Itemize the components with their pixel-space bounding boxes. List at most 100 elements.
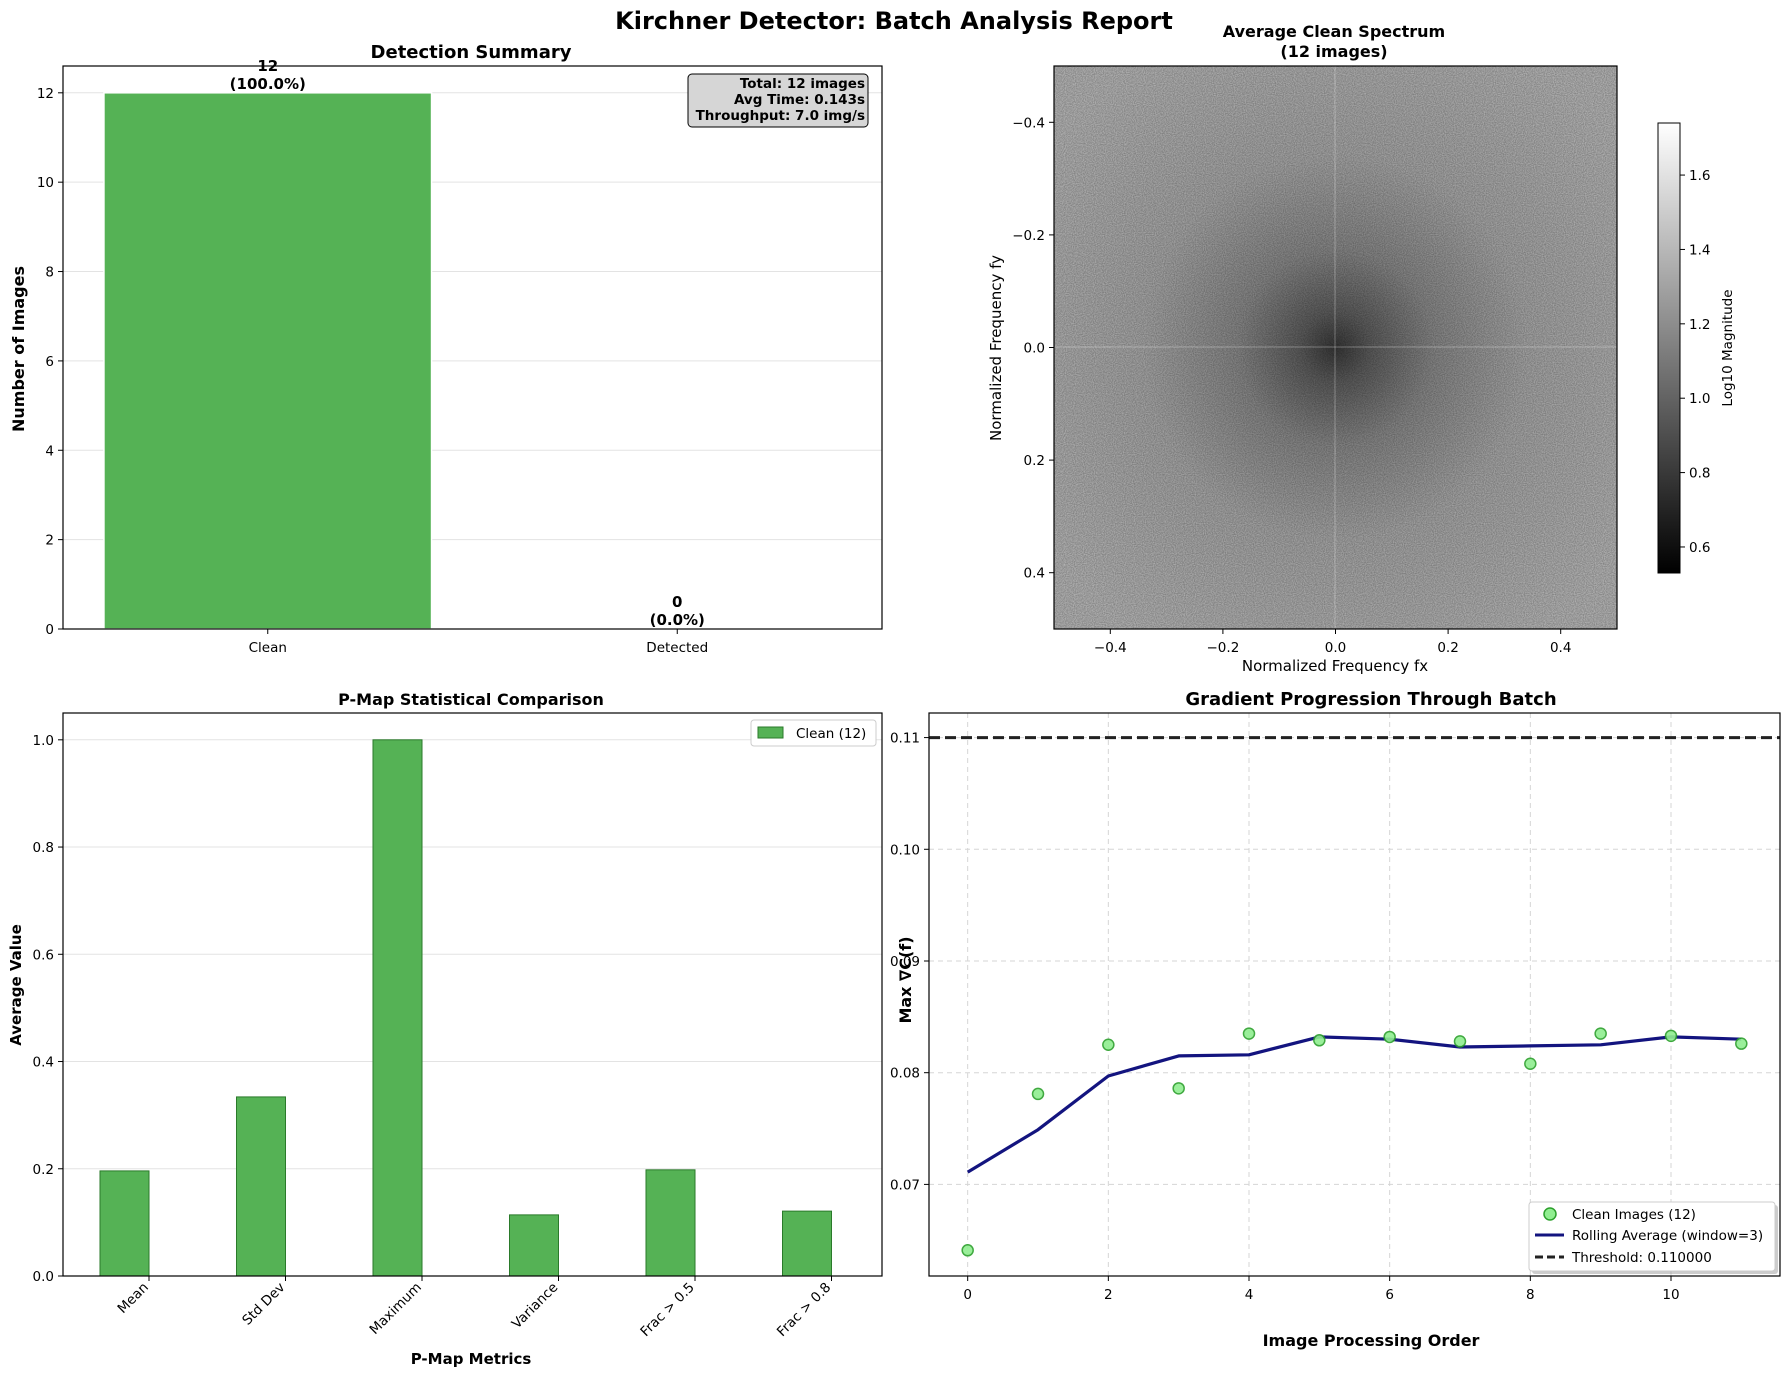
x-tick-label: Clean — [249, 640, 287, 656]
pmap-legend-swatch — [757, 726, 784, 739]
gradient-ylabel: Max ∇C(f) — [896, 936, 915, 1023]
y-tick-label: 0.2 — [33, 1162, 54, 1178]
bar-count-label: 0 — [672, 593, 682, 611]
y-tick-label: 0.6 — [33, 947, 54, 963]
pmap-ylabel: Average Value — [7, 924, 25, 1046]
rolling-average-line — [966, 1035, 1742, 1174]
bar-frac-0-5 — [645, 1169, 696, 1277]
pmap-legend-label: Clean (12) — [796, 726, 866, 742]
y-tick-label: 0.4 — [33, 1055, 54, 1071]
y-tick-label: 4 — [45, 443, 54, 459]
y-tick-label: 0.0 — [33, 1269, 54, 1285]
bar-variance — [509, 1214, 559, 1277]
x-tick-label: Detected — [646, 640, 708, 656]
scatter-point — [1383, 1030, 1396, 1044]
info-avg-time: Avg Time: 0.143s — [734, 92, 865, 108]
y-tick-label: 2 — [45, 533, 54, 549]
y-tick-label: 0.4 — [1024, 566, 1045, 582]
x-tick-label: 0.0 — [1325, 640, 1346, 656]
spectrum-subtitle: (12 images) — [1280, 42, 1387, 61]
y-tick-label: 0 — [45, 622, 54, 638]
scatter-point — [1524, 1057, 1537, 1071]
scatter-point — [1664, 1029, 1678, 1043]
scatter-point — [961, 1244, 974, 1257]
info-throughput: Throughput: 7.0 img/s — [696, 108, 865, 124]
colorbar-tick-label: 1.0 — [1689, 391, 1710, 407]
colorbar: 0.6 0.8 1.0 1.2 1.4 1.6 Log10 Magnitude — [1657, 122, 1736, 574]
info-total: Total: 12 images — [740, 76, 865, 92]
x-tick-label: Frac > 0.5 — [637, 1280, 697, 1340]
colorbar-tick-label: 0.6 — [1689, 540, 1710, 556]
legend-scatter-label: Clean Images (12) — [1572, 1207, 1696, 1223]
colorbar-tick-label: 1.6 — [1689, 168, 1710, 184]
pmap-legend: Clean (12) — [750, 719, 877, 747]
x-tick-label: Maximum — [366, 1280, 424, 1338]
pmap-title: P-Map Statistical Comparison — [338, 690, 604, 709]
y-tick-label: −0.2 — [1012, 228, 1045, 244]
scatter-point — [1453, 1035, 1467, 1048]
spectrum-image — [1054, 66, 1617, 629]
spectrum-heatmap: Average Clean Spectrum (12 images) −0.4 −… — [987, 22, 1736, 675]
detection-summary-frame — [62, 65, 883, 630]
x-tick-label: Variance — [509, 1280, 562, 1333]
x-tick-label: 2 — [1104, 1287, 1113, 1303]
figure-suptitle: Kirchner Detector: Batch Analysis Report — [615, 7, 1173, 35]
y-tick-label: 1.0 — [33, 733, 54, 749]
x-tick-label: 0.4 — [1550, 640, 1571, 656]
x-tick-label: Std Dev — [239, 1280, 288, 1329]
x-tick-label: −0.4 — [1094, 640, 1127, 656]
y-tick-label: 10 — [37, 175, 54, 191]
bar-percent-label: (0.0%) — [650, 611, 705, 629]
bar-mean — [99, 1170, 150, 1277]
y-tick-label: 12 — [37, 86, 54, 102]
legend-rolling-label: Rolling Average (window=3) — [1572, 1228, 1763, 1244]
y-tick-label: 0.11 — [890, 731, 920, 747]
legend-threshold-label: Threshold: 0.110000 — [1571, 1250, 1712, 1266]
x-tick-label: 0.2 — [1437, 640, 1458, 656]
spectrum-ylabel: Normalized Frequency fy — [987, 255, 1005, 441]
scatter-point — [1594, 1027, 1607, 1040]
colorbar-label: Log10 Magnitude — [1720, 289, 1736, 406]
x-tick-label: −0.2 — [1207, 640, 1240, 656]
y-tick-label: 0.08 — [890, 1066, 920, 1082]
bar-maximum — [372, 739, 423, 1277]
scatter-point — [1735, 1037, 1748, 1050]
gradient-xlabel: Image Processing Order — [1263, 1331, 1480, 1350]
gradient-frame — [928, 712, 1781, 1277]
x-tick-label: Mean — [114, 1280, 151, 1317]
y-tick-label: 0.09 — [890, 954, 920, 970]
detection-summary-chart: Detection Summary Number of Images 0 2 4 6 8… — [9, 42, 883, 656]
scatter-point — [1242, 1027, 1256, 1040]
x-tick-label: 6 — [1385, 1287, 1394, 1303]
info-box: Total: 12 images Avg Time: 0.143s Throug… — [687, 73, 869, 128]
bar-clean — [103, 92, 433, 630]
y-tick-label: 0.8 — [33, 840, 54, 856]
colorbar-tick-label: 1.2 — [1689, 317, 1710, 333]
detection-summary-title: Detection Summary — [371, 42, 572, 63]
scatter-point — [1172, 1082, 1185, 1095]
colorbar-tick-label: 0.8 — [1689, 466, 1710, 482]
bar-percent-label: (100.0%) — [230, 75, 306, 93]
x-tick-label: 4 — [1245, 1287, 1254, 1303]
scatter-point — [1313, 1034, 1326, 1047]
spectrum-title: Average Clean Spectrum — [1223, 22, 1445, 41]
y-tick-label: 0.07 — [890, 1177, 920, 1193]
gradient-title: Gradient Progression Through Batch — [1185, 689, 1556, 710]
pmap-xlabel: P-Map Metrics — [411, 1350, 532, 1368]
x-tick-label: 8 — [1526, 1287, 1535, 1303]
x-tick-label: Frac > 0.8 — [774, 1280, 834, 1340]
colorbar-tick-label: 1.4 — [1689, 242, 1710, 258]
y-tick-label: 6 — [45, 354, 54, 370]
y-tick-label: 0.0 — [1024, 341, 1045, 357]
gradient-progression-chart: Gradient Progression Through Batch Max ∇… — [890, 689, 1781, 1350]
spectrum-xlabel: Normalized Frequency fx — [1242, 657, 1428, 675]
y-tick-label: 0.10 — [890, 842, 920, 858]
scatter-point — [1031, 1087, 1045, 1101]
bar-frac-0-8 — [782, 1210, 832, 1277]
y-tick-label: 8 — [45, 265, 54, 281]
y-tick-label: −0.4 — [1012, 115, 1045, 131]
x-tick-label: 0 — [963, 1287, 972, 1303]
y-tick-label: 0.2 — [1024, 453, 1045, 469]
scatter-point — [1102, 1038, 1115, 1052]
bar-std-dev — [236, 1096, 286, 1277]
